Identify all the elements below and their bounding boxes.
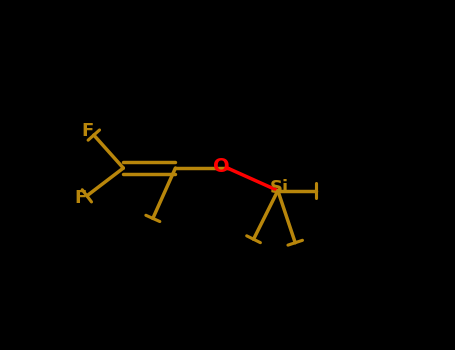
Text: F: F xyxy=(81,122,94,140)
Text: F: F xyxy=(75,189,87,206)
Text: Si: Si xyxy=(270,179,289,197)
Text: O: O xyxy=(213,157,230,176)
